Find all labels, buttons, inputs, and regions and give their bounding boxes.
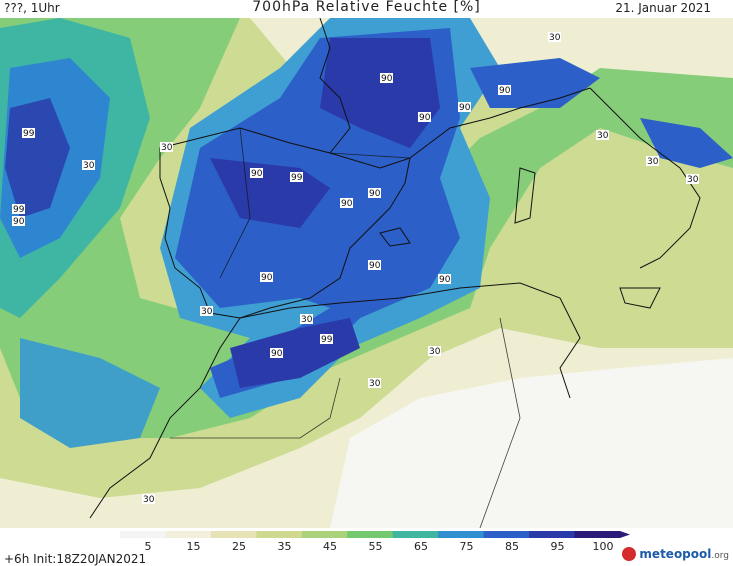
contour-label: 30 xyxy=(301,315,313,325)
init-time: +6h Init:18Z20JAN2021 xyxy=(4,552,147,566)
border-pyrenees xyxy=(329,152,411,159)
contour-labels: 90 90 99 99 90 90 90 90 99 90 90 90 90 9… xyxy=(12,32,699,505)
legend-swatch xyxy=(210,531,257,538)
logo-icon xyxy=(622,547,637,561)
forecast-day-label: ???, 1Uhr xyxy=(4,1,60,15)
legend-tick-label: 85 xyxy=(505,540,519,552)
contour-label: 30 xyxy=(161,143,173,153)
dry-area-africa xyxy=(330,358,733,528)
legend-arrow xyxy=(620,531,630,538)
saturated-pyrenees xyxy=(320,38,440,148)
contour-label: 99 xyxy=(13,205,25,215)
map-title: 700hPa Relative Feuchte [%] xyxy=(252,0,481,15)
legend-swatch xyxy=(438,531,485,538)
corsica-sardinia xyxy=(514,167,536,224)
legend-tick-label: 65 xyxy=(414,540,428,552)
legend-swatch xyxy=(392,531,439,538)
french-atlantic-coast xyxy=(319,18,351,154)
contour-label: 90 xyxy=(439,275,451,285)
contour-label: 30 xyxy=(429,347,441,357)
contour-label: 30 xyxy=(647,157,659,167)
legend-tick-label: 25 xyxy=(232,540,246,552)
french-med-coast xyxy=(409,87,591,159)
coastlines xyxy=(89,18,701,519)
legend-swatch xyxy=(165,531,212,538)
legend-tick-label: 15 xyxy=(187,540,201,552)
legend-tick-label: 55 xyxy=(369,540,383,552)
legend-swatch xyxy=(574,531,621,538)
moroccan-atlantic-coast xyxy=(89,317,241,519)
logo-suffix: .org xyxy=(711,551,729,561)
footer: 5 15 25 35 45 55 65 75 85 95 100 +6h Init:18Z20JAN… xyxy=(0,528,733,566)
contour-label: 30 xyxy=(597,131,609,141)
contour-label: 90 xyxy=(419,113,431,123)
legend-swatch xyxy=(347,531,394,538)
color-legend: 5 15 25 35 45 55 65 75 85 95 100 xyxy=(120,531,630,552)
legend-tick-label: 100 xyxy=(593,540,614,552)
border-morocco-algeria xyxy=(170,377,341,439)
legend-swatch xyxy=(301,531,348,538)
saturated-west xyxy=(5,98,70,218)
legend-swatch xyxy=(483,531,530,538)
header-bar: ???, 1Uhr 700hPa Relative Feuchte [%] 21… xyxy=(0,0,733,18)
humidity-map: 90 90 99 99 90 90 90 90 99 90 90 90 90 9… xyxy=(0,18,733,528)
contour-label: 30 xyxy=(549,33,561,43)
legend-swatch xyxy=(529,531,576,538)
legend-tick-label: 45 xyxy=(323,540,337,552)
legend-tick-label: 95 xyxy=(551,540,565,552)
borders xyxy=(170,127,521,528)
legend-swatch xyxy=(120,531,166,538)
contour-label: 90 xyxy=(13,217,25,227)
contour-label: 90 xyxy=(459,103,471,113)
contour-label: 30 xyxy=(687,175,699,185)
border-portugal xyxy=(219,127,251,279)
contour-label: 99 xyxy=(321,335,333,345)
contour-label: 30 xyxy=(143,495,155,505)
border-algeria-tunisia xyxy=(479,317,521,528)
contour-label: 90 xyxy=(341,199,353,209)
contour-label: 99 xyxy=(291,173,303,183)
contour-label: 90 xyxy=(369,261,381,271)
forecast-date: 21. Januar 2021 xyxy=(615,1,711,15)
iberian-coast xyxy=(159,127,411,319)
contour-label: 90 xyxy=(499,86,511,96)
legend-tick-label: 75 xyxy=(460,540,474,552)
sicily xyxy=(619,287,661,309)
contour-label: 90 xyxy=(271,349,283,359)
legend-tick-label: 35 xyxy=(278,540,292,552)
contour-label: 90 xyxy=(251,169,263,179)
contour-label: 30 xyxy=(201,307,213,317)
contour-label: 99 xyxy=(23,129,35,139)
balearic-islands xyxy=(379,227,411,247)
contour-label: 90 xyxy=(261,273,273,283)
contour-label: 30 xyxy=(83,161,95,171)
humid-southwest xyxy=(20,338,160,448)
north-african-coast xyxy=(239,282,581,399)
contour-label: 90 xyxy=(381,74,393,84)
legend-swatch xyxy=(256,531,303,538)
contour-label: 90 xyxy=(369,189,381,199)
meteopool-logo[interactable]: meteopool.org xyxy=(622,547,729,561)
contour-label: 30 xyxy=(369,379,381,389)
legend-tick-label: 5 xyxy=(145,540,152,552)
logo-text: meteopool xyxy=(639,547,712,561)
